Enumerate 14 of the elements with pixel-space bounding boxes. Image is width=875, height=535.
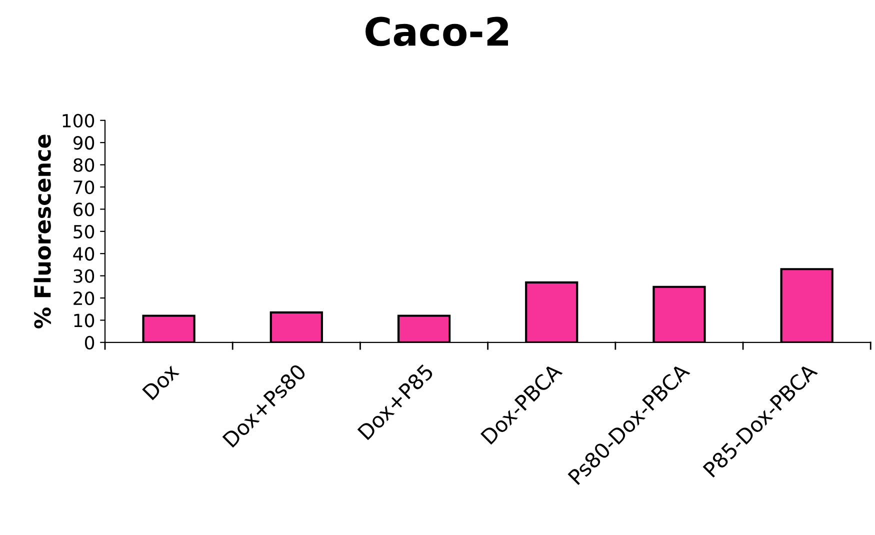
y-tick-label: 80	[74, 158, 94, 172]
x-tick-label: Dox	[142, 362, 180, 400]
y-tick-label: 90	[73, 136, 94, 150]
y-tick-label: 60	[74, 202, 94, 216]
chart-title: Caco-2	[366, 16, 508, 46]
y-tick-label: 70	[74, 180, 94, 194]
y-tick-label: 50	[74, 224, 94, 239]
y-tick-label: 40	[73, 247, 94, 261]
y-tick-label: 10	[74, 314, 94, 328]
y-tick-label: 30	[74, 269, 94, 283]
y-tick-label: 20	[74, 291, 94, 306]
y-tick-label: 100	[62, 114, 94, 128]
y-tick-label: 0	[84, 336, 94, 350]
y-axis-title: % Fluorescence	[34, 134, 51, 328]
